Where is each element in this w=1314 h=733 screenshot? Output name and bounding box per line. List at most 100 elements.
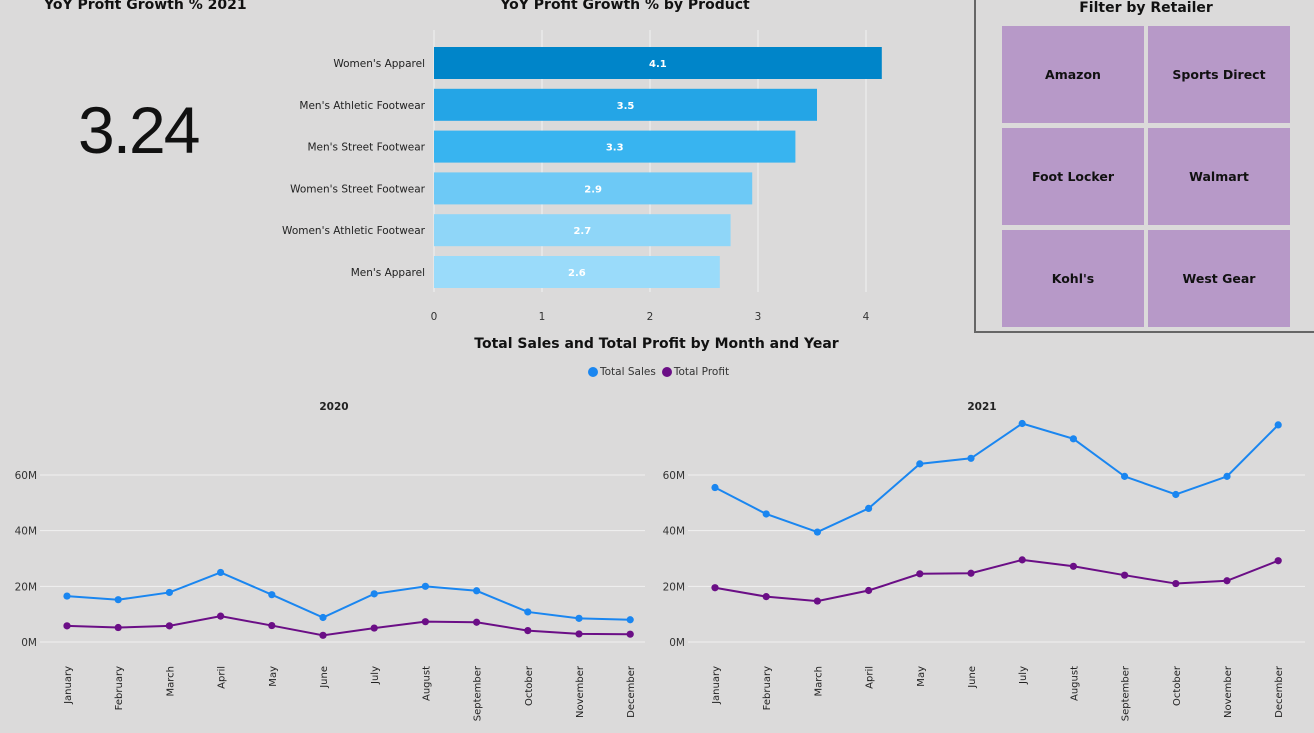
x-tick-label-october: October bbox=[1172, 665, 1183, 706]
point-total-profit bbox=[268, 621, 276, 630]
x-tick-label-june: June bbox=[967, 666, 978, 689]
point-total-profit bbox=[865, 586, 873, 595]
point-total-sales bbox=[967, 454, 975, 462]
point-total-sales bbox=[575, 614, 583, 622]
point-total-sales bbox=[916, 460, 924, 468]
bar-x-tick-label: 0 bbox=[431, 311, 438, 323]
bar-category-label: Women's Athletic Footwear bbox=[282, 225, 426, 237]
bar-category-label: Women's Apparel bbox=[333, 58, 425, 70]
point-total-sales bbox=[865, 504, 873, 512]
point-total-sales bbox=[63, 592, 71, 600]
point-total-sales bbox=[813, 528, 822, 536]
filter-tile-sports-direct[interactable]: Sports Direct bbox=[1148, 26, 1290, 123]
bar-category-label: Men's Street Footwear bbox=[307, 142, 425, 154]
y-tick-label: 40M bbox=[15, 526, 37, 538]
point-total-profit bbox=[114, 623, 122, 632]
legend-label-sales: Total Sales bbox=[600, 366, 656, 378]
y-tick-label: 0M bbox=[21, 637, 37, 649]
bar-data-label: 2.9 bbox=[584, 184, 602, 195]
bar-category-label: Men's Athletic Footwear bbox=[299, 100, 425, 112]
series-line-total-profit-2021 bbox=[714, 558, 1279, 603]
point-total-sales bbox=[217, 568, 225, 577]
bar-x-tick-label: 1 bbox=[539, 311, 546, 323]
x-tick-label-august: August bbox=[1069, 666, 1080, 701]
point-total-profit bbox=[762, 593, 770, 601]
x-tick-label-january: January bbox=[63, 666, 74, 705]
y-tick-label: 60M bbox=[663, 470, 685, 482]
y-tick-label: 20M bbox=[663, 581, 685, 593]
point-total-sales bbox=[1223, 472, 1231, 480]
legend-label-profit: Total Profit bbox=[673, 366, 730, 378]
point-total-sales bbox=[1274, 421, 1282, 429]
x-tick-label-march: March bbox=[813, 666, 824, 696]
bar-data-label: 2.7 bbox=[573, 226, 591, 237]
bar-category-label: Women's Street Footwear bbox=[290, 183, 426, 195]
point-total-profit bbox=[711, 584, 719, 592]
point-total-profit bbox=[626, 630, 634, 638]
point-total-sales bbox=[165, 588, 173, 597]
point-total-sales bbox=[421, 582, 429, 590]
bar-x-tick-label: 4 bbox=[863, 311, 870, 323]
point-total-sales bbox=[1018, 419, 1026, 428]
bar-chart: 0 1 2 3 4 Women's Apparel 4.1 Men's Athletic Fo… bbox=[282, 30, 882, 323]
point-total-profit bbox=[813, 597, 822, 605]
x-tick-label-december: December bbox=[1274, 665, 1285, 718]
point-total-profit bbox=[1223, 577, 1231, 585]
y-tick-label: 60M bbox=[15, 470, 37, 482]
x-tick-label-june: June bbox=[319, 666, 330, 689]
bar-category-label: Men's Apparel bbox=[351, 267, 425, 279]
filter-tile-walmart[interactable]: Walmart bbox=[1148, 128, 1290, 225]
x-tick-label-november: November bbox=[575, 665, 586, 718]
x-tick-label-october: October bbox=[524, 665, 535, 706]
series-line-total-sales-2021 bbox=[714, 422, 1279, 534]
filter-tile-foot-locker[interactable]: Foot Locker bbox=[1002, 128, 1144, 225]
x-tick-label-february: February bbox=[114, 666, 125, 710]
point-total-sales bbox=[370, 590, 378, 598]
bar-men-s-street-footwear bbox=[434, 130, 796, 163]
bar-data-label: 3.5 bbox=[617, 101, 635, 112]
series-line-total-sales-2020 bbox=[66, 571, 631, 621]
point-total-profit bbox=[1121, 571, 1129, 579]
legend-item-total-profit[interactable]: Total Profit bbox=[661, 366, 730, 378]
x-tick-label-march: March bbox=[165, 666, 176, 696]
retailer-filter-panel: Filter by Retailer Amazon Sports Direct … bbox=[974, 0, 1314, 333]
point-total-sales bbox=[762, 510, 770, 518]
y-tick-label: 20M bbox=[15, 581, 37, 593]
filter-tile-amazon[interactable]: Amazon bbox=[1002, 26, 1144, 123]
filter-title: Filter by Retailer bbox=[1079, 0, 1213, 16]
point-total-profit bbox=[217, 612, 225, 620]
x-tick-label-may: May bbox=[916, 666, 927, 687]
point-total-sales bbox=[524, 608, 532, 616]
point-total-profit bbox=[421, 618, 429, 626]
legend-item-total-sales[interactable]: Total Sales bbox=[588, 366, 656, 378]
filter-tile-kohls[interactable]: Kohl's bbox=[1002, 230, 1144, 327]
bar-x-tick-label: 2 bbox=[647, 311, 654, 323]
filter-tile-west-gear[interactable]: West Gear bbox=[1148, 230, 1290, 327]
point-total-profit bbox=[1069, 562, 1077, 570]
y-tick-label: 40M bbox=[663, 526, 685, 538]
point-total-sales bbox=[626, 616, 634, 624]
y-tick-label: 0M bbox=[669, 637, 685, 649]
point-total-sales bbox=[711, 483, 719, 492]
point-total-profit bbox=[1172, 579, 1180, 588]
panel-title-2021: 2021 bbox=[967, 401, 996, 413]
x-tick-label-may: May bbox=[268, 666, 279, 687]
series-line-total-profit-2020 bbox=[66, 615, 631, 637]
point-total-profit bbox=[1274, 557, 1282, 565]
x-tick-label-november: November bbox=[1223, 665, 1234, 718]
point-total-sales bbox=[1069, 435, 1077, 443]
point-total-profit bbox=[967, 569, 975, 577]
point-total-profit bbox=[63, 622, 71, 630]
x-tick-label-july: July bbox=[370, 666, 381, 685]
point-total-profit bbox=[524, 626, 532, 635]
point-total-profit bbox=[319, 631, 327, 639]
line-chart-legend: Total Sales Total Profit bbox=[588, 366, 729, 378]
x-tick-label-december: December bbox=[626, 665, 637, 718]
x-tick-label-august: August bbox=[421, 666, 432, 701]
x-tick-label-february: February bbox=[762, 666, 773, 710]
point-total-sales bbox=[114, 596, 122, 604]
kpi-value: 3.24 bbox=[78, 93, 200, 167]
legend-dot-sales bbox=[588, 367, 598, 377]
line-chart-title: Total Sales and Total Profit by Month an… bbox=[474, 336, 839, 352]
point-total-sales bbox=[1121, 472, 1129, 480]
